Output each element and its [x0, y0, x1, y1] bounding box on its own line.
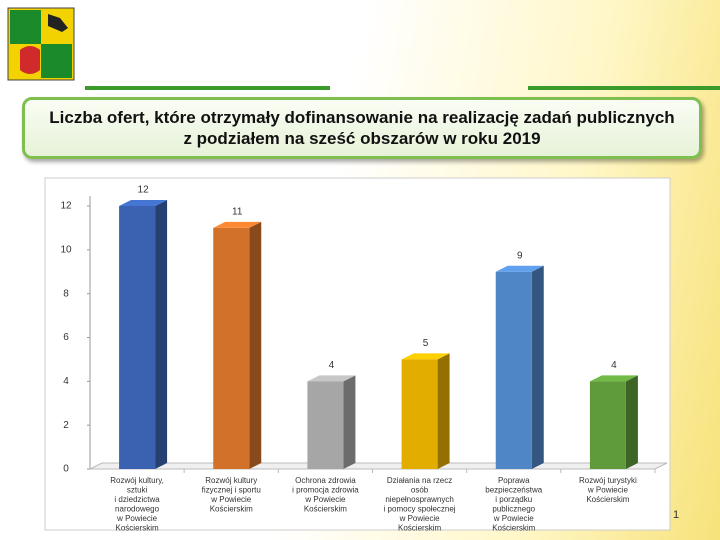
bar-side — [531, 265, 544, 469]
x-tick-label: Poprawa bezpieczeństwa i porządku publiczne… — [485, 476, 542, 533]
bar-side — [437, 353, 450, 469]
page-number: 1 — [673, 509, 679, 521]
x-tick-label: Rozwój kultury, sztuki i dziedzictwa narodo… — [110, 476, 164, 533]
bar — [589, 381, 626, 469]
bar — [401, 359, 438, 469]
logo-part — [41, 44, 72, 78]
logo-part — [10, 10, 41, 44]
data-label: 9 — [517, 250, 523, 261]
bar-top — [119, 200, 168, 206]
y-tick-label: 6 — [63, 332, 69, 343]
logo-part — [20, 46, 40, 74]
data-label: 12 — [138, 185, 150, 196]
y-tick-label: 10 — [60, 244, 72, 255]
logo-part — [48, 14, 68, 32]
bar — [307, 381, 344, 469]
bar — [495, 271, 532, 469]
bar-side — [155, 200, 168, 469]
data-label: 4 — [329, 360, 335, 371]
bar-top — [589, 375, 638, 382]
y-tick-label: 8 — [63, 288, 69, 299]
floor — [89, 462, 668, 470]
bar-side — [343, 375, 356, 469]
x-tick-label: Ochrona zdrowia i promocja zdrowia w Powie… — [292, 476, 359, 514]
bar-side — [625, 375, 638, 469]
x-tick-label: Rozwój kultury fizycznej i sportu w Powiec… — [202, 476, 261, 514]
bar-top — [401, 353, 450, 360]
data-label: 4 — [611, 360, 617, 371]
y-tick-label: 12 — [60, 201, 72, 212]
data-label: 11 — [232, 207, 243, 218]
y-tick-label: 2 — [63, 420, 69, 431]
bar-side — [249, 221, 262, 469]
x-tick-label: Działania na rzecz osób niepełnosprawnych i… — [384, 476, 456, 533]
bar — [119, 206, 156, 469]
data-label: 5 — [423, 338, 429, 349]
bar-top — [307, 375, 356, 382]
bar-top — [495, 265, 544, 272]
chart-title: Liczba ofert, które otrzymały dofinansow… — [22, 97, 702, 159]
bar — [213, 227, 250, 469]
y-tick-label: 0 — [63, 464, 69, 475]
y-tick-label: 4 — [63, 376, 69, 387]
bar-top — [213, 221, 262, 228]
x-tick-label: Rozwój turystyki w Powiecie Kościerskim — [579, 476, 637, 504]
